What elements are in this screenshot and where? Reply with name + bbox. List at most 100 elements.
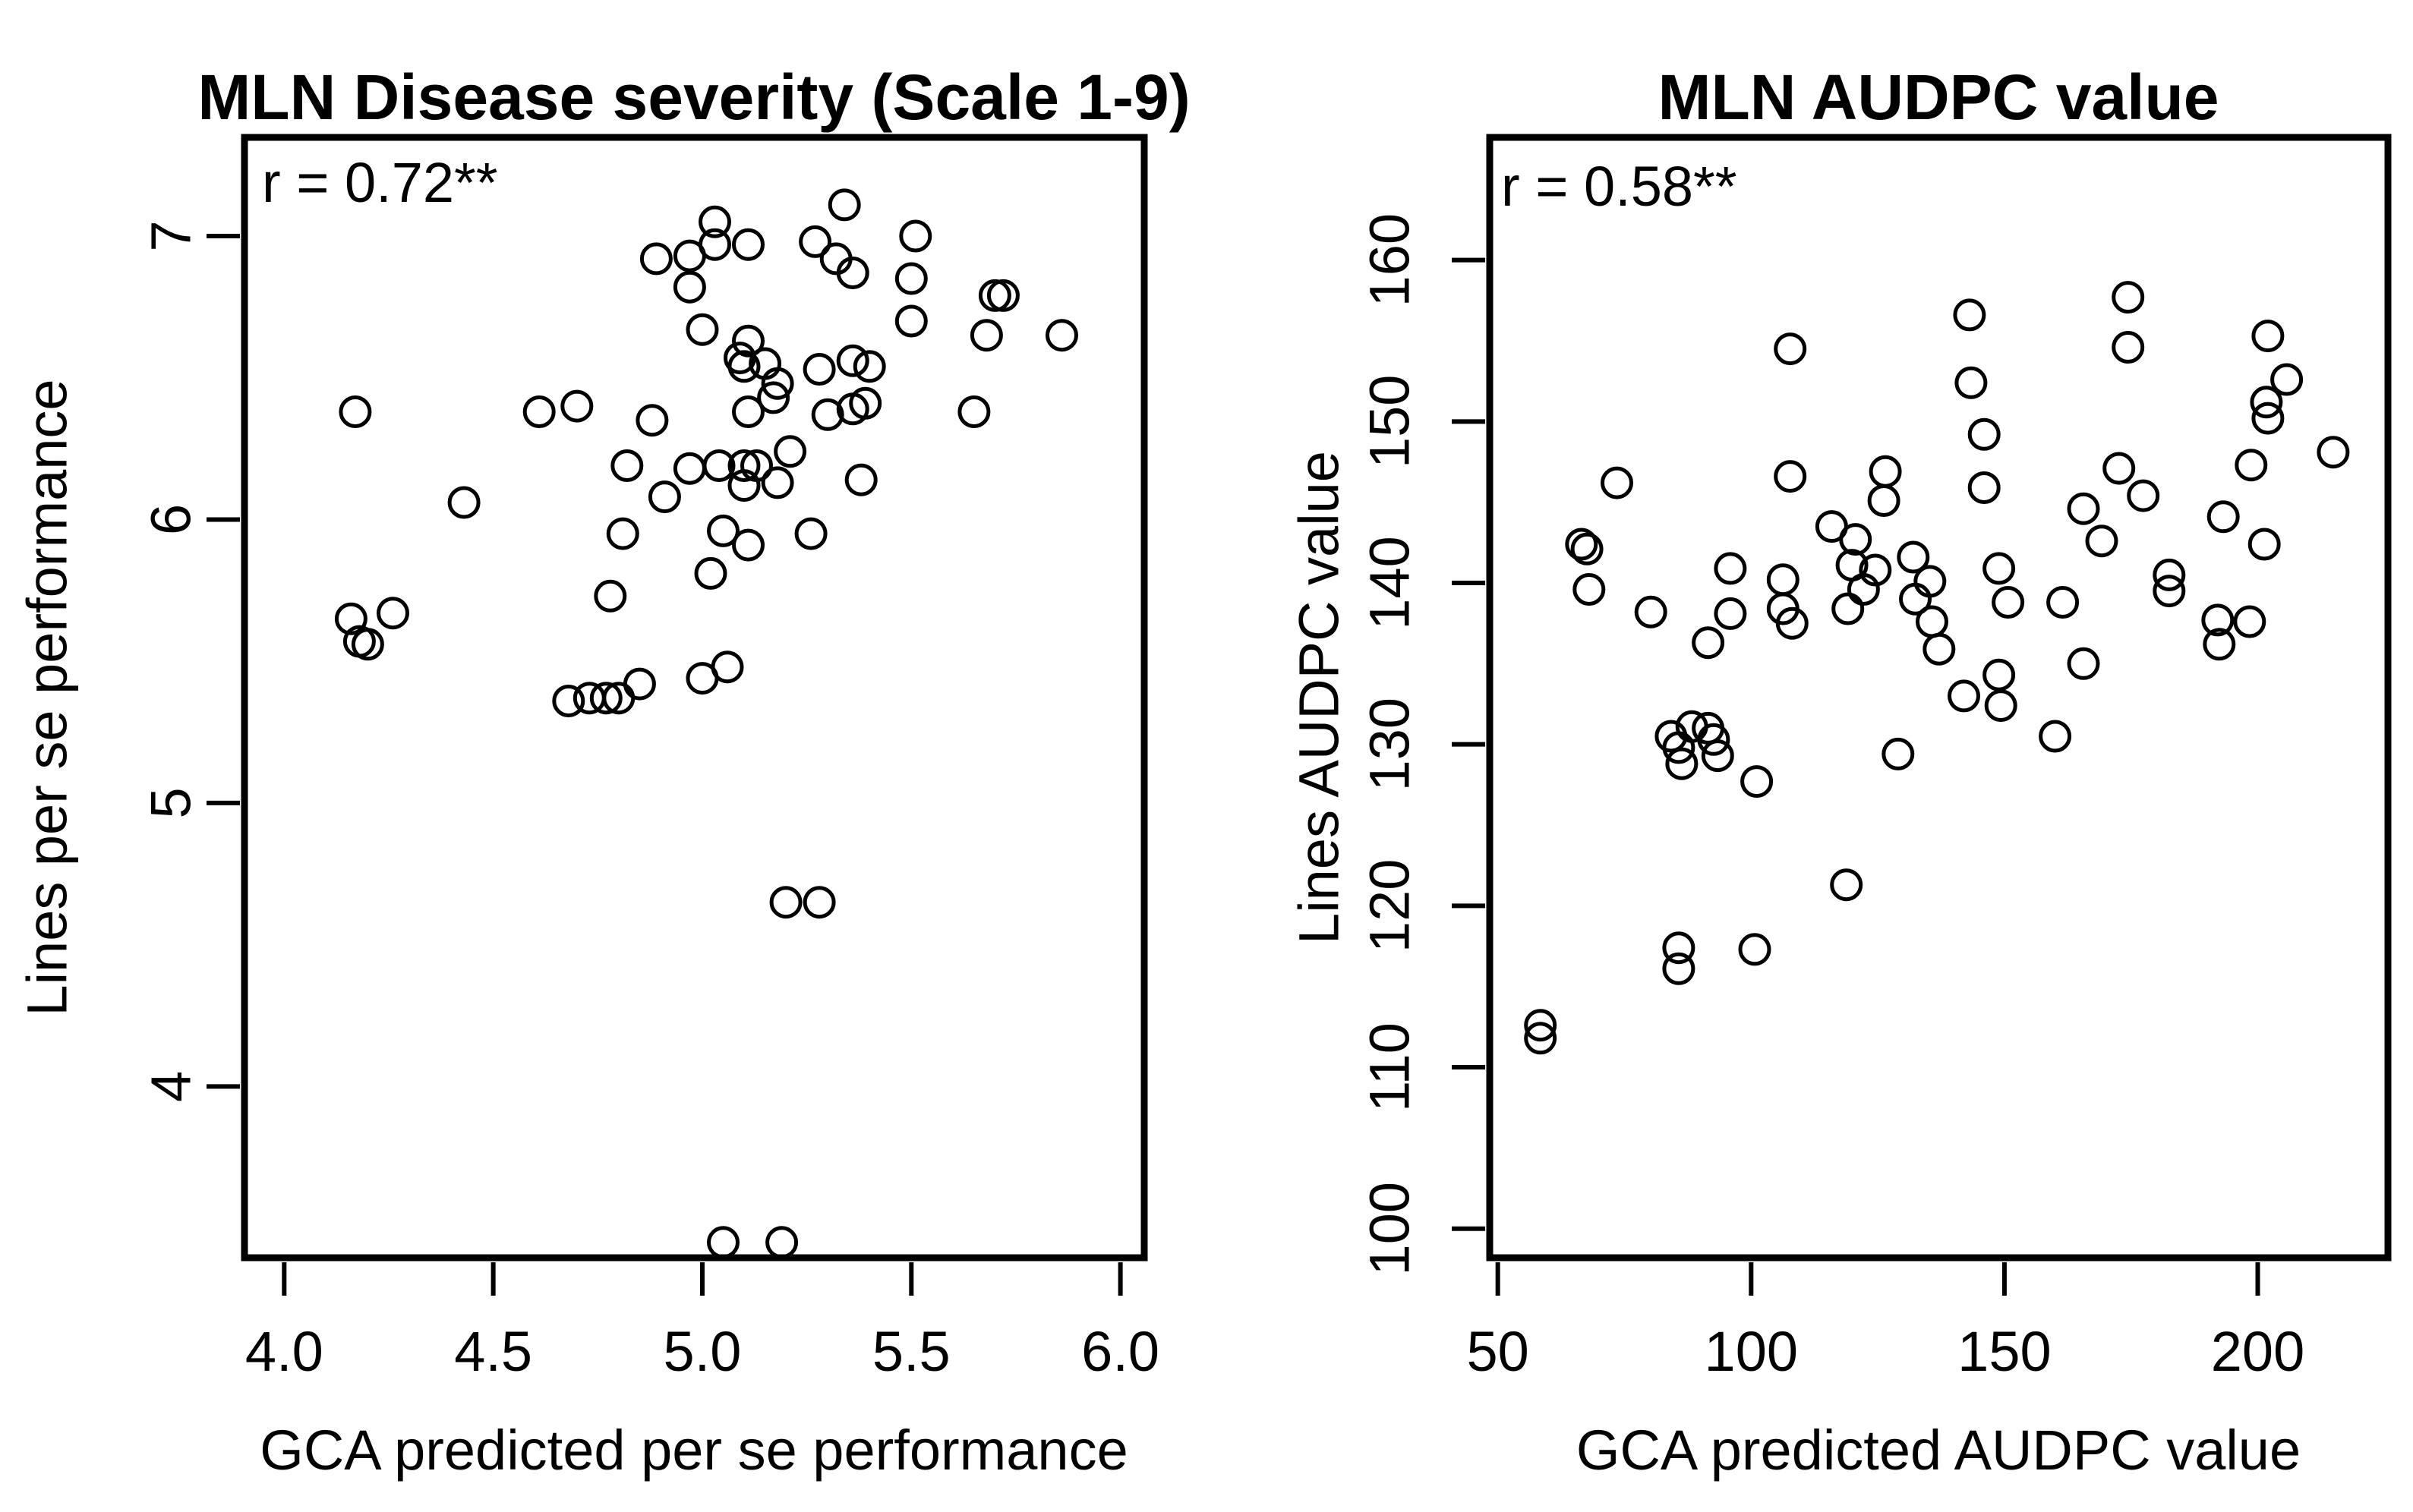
y-tick-label: 150 bbox=[1358, 375, 1421, 468]
data-point bbox=[711, 650, 744, 684]
data-point bbox=[1953, 298, 1986, 332]
data-point bbox=[673, 239, 706, 272]
data-point bbox=[1954, 366, 1988, 399]
data-point bbox=[1913, 565, 1947, 598]
data-point bbox=[648, 480, 681, 514]
data-point bbox=[2153, 558, 2186, 591]
data-point bbox=[522, 395, 556, 428]
data-point bbox=[1923, 632, 1956, 666]
data-point bbox=[727, 469, 761, 502]
data-point bbox=[594, 579, 627, 613]
data-point bbox=[732, 228, 765, 261]
data-point bbox=[836, 257, 869, 289]
x-tick-label: 150 bbox=[1957, 1320, 2051, 1383]
data-point bbox=[1697, 723, 1730, 756]
data-point bbox=[2127, 479, 2160, 512]
data-point bbox=[2112, 281, 2145, 314]
data-point bbox=[727, 449, 761, 482]
data-point bbox=[351, 628, 384, 661]
data-point bbox=[1046, 319, 1078, 352]
data-point bbox=[732, 528, 765, 562]
correlation-annotation: r = 0.72** bbox=[262, 151, 498, 214]
data-point bbox=[707, 1226, 740, 1259]
data-point bbox=[1982, 552, 2016, 585]
data-point bbox=[2153, 575, 2186, 608]
data-point bbox=[1774, 460, 1807, 493]
y-axis-label: Lines per se performance bbox=[15, 379, 79, 1016]
x-tick-label: 100 bbox=[1705, 1320, 1798, 1383]
data-point bbox=[894, 262, 928, 295]
data-point bbox=[1740, 765, 1774, 799]
data-point bbox=[828, 188, 861, 222]
data-point bbox=[1916, 605, 1948, 638]
data-point bbox=[334, 602, 367, 635]
data-point bbox=[970, 319, 1003, 352]
y-tick-label: 4 bbox=[140, 1071, 203, 1102]
data-point bbox=[673, 270, 706, 304]
data-point bbox=[699, 205, 731, 238]
plot-box bbox=[241, 134, 1148, 1262]
data-point bbox=[732, 395, 765, 428]
data-point bbox=[377, 597, 409, 630]
data-point bbox=[2067, 647, 2100, 680]
y-tick-label: 120 bbox=[1358, 859, 1421, 953]
y-tick-label: 5 bbox=[140, 787, 203, 818]
data-point bbox=[2270, 363, 2304, 396]
data-point bbox=[1570, 532, 1604, 565]
x-tick-label: 6.0 bbox=[1081, 1320, 1159, 1383]
data-point bbox=[1982, 658, 2016, 691]
data-point bbox=[623, 667, 656, 701]
x-axis-label: GCA predicted per se performance bbox=[260, 1419, 1128, 1482]
data-point bbox=[1634, 595, 1667, 628]
data-point bbox=[811, 398, 844, 431]
data-point bbox=[1701, 739, 1734, 773]
data-point bbox=[702, 449, 736, 482]
data-point bbox=[636, 404, 669, 437]
data-point bbox=[757, 381, 790, 414]
data-point bbox=[2250, 386, 2283, 419]
data-point bbox=[2046, 586, 2080, 619]
data-point bbox=[894, 304, 928, 338]
data-point bbox=[1524, 1009, 1557, 1042]
data-point bbox=[1738, 933, 1771, 966]
data-point bbox=[1662, 731, 1695, 764]
x-axis-label: GCA predicted AUDPC value bbox=[1576, 1419, 2301, 1482]
data-point bbox=[1882, 737, 1915, 770]
data-point bbox=[732, 324, 765, 358]
data-point bbox=[1948, 679, 1980, 713]
y-tick-label: 100 bbox=[1358, 1182, 1421, 1275]
x-tick-label: 5.5 bbox=[872, 1320, 951, 1383]
data-point bbox=[2112, 331, 2145, 364]
x-tick-label: 5.0 bbox=[664, 1320, 742, 1383]
data-point bbox=[2233, 605, 2266, 638]
data-point bbox=[1775, 606, 1809, 640]
data-point bbox=[2251, 320, 2285, 353]
x-tick-label: 200 bbox=[2211, 1320, 2304, 1383]
data-point bbox=[339, 395, 372, 428]
data-point bbox=[673, 452, 706, 485]
data-point bbox=[1967, 471, 2001, 504]
x-tick-label: 4.0 bbox=[245, 1320, 323, 1383]
data-point bbox=[799, 225, 832, 258]
y-tick-label: 110 bbox=[1358, 1022, 1421, 1112]
data-point bbox=[2251, 402, 2285, 435]
data-point bbox=[560, 389, 594, 423]
data-point bbox=[606, 517, 639, 550]
plot-box bbox=[1486, 134, 2392, 1262]
data-point bbox=[1714, 552, 1747, 585]
data-point bbox=[761, 367, 794, 400]
panel-title: MLN AUDPC value bbox=[1658, 61, 2219, 133]
data-point bbox=[1665, 747, 1699, 780]
data-point bbox=[1662, 952, 1695, 985]
data-point bbox=[572, 682, 606, 715]
data-point bbox=[1839, 523, 1872, 556]
data-point bbox=[836, 344, 869, 377]
data-point bbox=[1714, 597, 1747, 630]
data-point bbox=[2235, 449, 2268, 482]
data-point bbox=[1967, 417, 2001, 451]
data-point bbox=[774, 435, 807, 468]
y-tick-label: 6 bbox=[140, 504, 203, 535]
data-point bbox=[694, 556, 727, 590]
data-point bbox=[978, 279, 1011, 312]
